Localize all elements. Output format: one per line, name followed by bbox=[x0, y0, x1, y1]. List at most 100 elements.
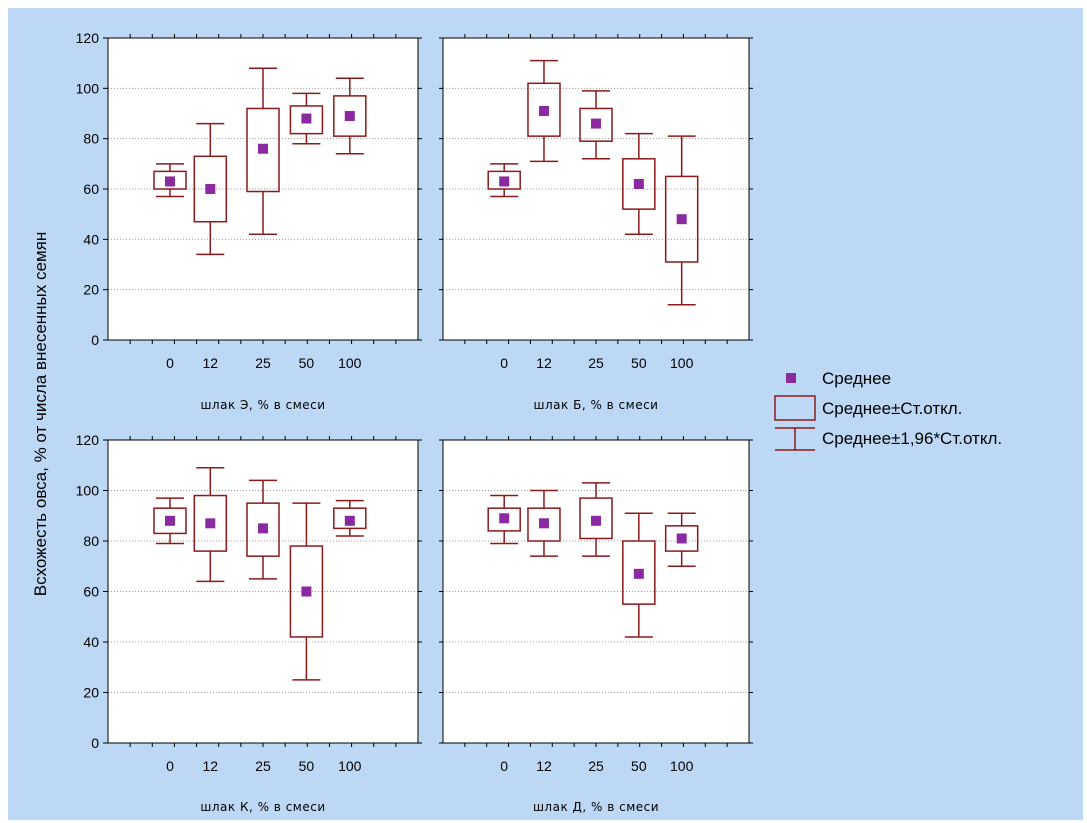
y-tick-label: 80 bbox=[83, 533, 99, 549]
y-tick-label: 60 bbox=[83, 181, 99, 197]
x-tick-label: 50 bbox=[299, 758, 315, 774]
sd-box bbox=[193, 155, 228, 223]
box-50 bbox=[289, 92, 324, 145]
legend-whisker-label: Среднее±1,96*Ст.откл. bbox=[822, 429, 1002, 448]
sd-box bbox=[487, 507, 521, 532]
sd-box bbox=[664, 175, 699, 263]
mean-marker bbox=[591, 515, 601, 526]
y-tick-label: 0 bbox=[91, 735, 99, 751]
x-tick-label: 12 bbox=[203, 355, 219, 371]
legend-mean-icon bbox=[786, 373, 796, 383]
y-tick-label: 40 bbox=[83, 634, 99, 650]
box-0 bbox=[487, 163, 521, 198]
box-25 bbox=[579, 482, 613, 557]
x-tick-label: 50 bbox=[631, 355, 647, 371]
box-100 bbox=[333, 77, 367, 155]
sd-box bbox=[193, 494, 228, 552]
box-100 bbox=[664, 512, 699, 567]
box-100 bbox=[664, 135, 699, 306]
mean-marker bbox=[301, 586, 312, 597]
x-tick-label: 0 bbox=[500, 758, 508, 774]
sd-box bbox=[246, 107, 280, 193]
mean-marker bbox=[633, 568, 644, 579]
y-tick-label: 60 bbox=[83, 584, 99, 600]
x-axis-title: шлак К, % в смеси bbox=[200, 800, 325, 814]
sd-box bbox=[153, 170, 187, 190]
panel-4: 0 12 25 50 100 шлак Д, % в смеси bbox=[439, 436, 753, 814]
mean-marker bbox=[538, 105, 549, 116]
sd-box bbox=[527, 82, 561, 137]
box-25 bbox=[579, 90, 613, 160]
mean-marker bbox=[258, 143, 268, 154]
sd-box bbox=[153, 507, 187, 535]
x-tick-label: 100 bbox=[670, 355, 694, 371]
box-50 bbox=[622, 512, 656, 638]
x-tick-label: 100 bbox=[338, 758, 362, 774]
y-tick-label: 100 bbox=[76, 483, 100, 499]
mean-marker bbox=[499, 513, 510, 524]
legend: Среднее Среднее±Ст.откл. Среднее±1,96*Ст… bbox=[774, 369, 1002, 451]
x-tick-label: 12 bbox=[536, 355, 552, 371]
box-0 bbox=[153, 497, 187, 545]
mean-marker bbox=[205, 518, 216, 529]
panel-2: 0 12 25 50 100 шлак Б, % в смеси bbox=[439, 34, 753, 412]
mean-marker bbox=[676, 214, 687, 225]
x-tick-label: 12 bbox=[203, 758, 219, 774]
y-tick-label: 40 bbox=[83, 231, 99, 247]
mean-marker bbox=[344, 111, 355, 122]
box-50 bbox=[289, 502, 324, 681]
mean-marker bbox=[165, 176, 175, 187]
x-tick-label: 100 bbox=[670, 758, 694, 774]
mean-marker bbox=[591, 118, 601, 129]
legend-box-label: Среднее±Ст.откл. bbox=[822, 399, 962, 418]
sd-box bbox=[664, 525, 699, 552]
box-12 bbox=[193, 467, 228, 583]
mean-marker bbox=[538, 518, 549, 529]
box-0 bbox=[153, 163, 187, 198]
x-tick-label: 25 bbox=[588, 758, 604, 774]
sd-box bbox=[487, 170, 521, 190]
mean-marker bbox=[165, 515, 175, 526]
y-tick-label: 120 bbox=[76, 432, 100, 448]
legend-mean-label: Среднее bbox=[822, 369, 891, 388]
panel-1: 0 20 40 60 80 100 120 0 12 25 50 100 шлак Э, % в сме… bbox=[76, 30, 422, 412]
y-tick-label: 20 bbox=[83, 685, 99, 701]
y-axis-title: Всхожесть овса, % от числа внесенных сем… bbox=[31, 232, 50, 596]
x-tick-label: 0 bbox=[166, 758, 174, 774]
sd-box bbox=[246, 502, 280, 557]
box-100 bbox=[333, 499, 367, 537]
x-tick-label: 0 bbox=[166, 355, 174, 371]
mean-marker bbox=[676, 533, 687, 544]
sd-box bbox=[333, 95, 367, 137]
x-tick-label: 25 bbox=[255, 758, 271, 774]
x-axis-title: шлак Д, % в смеси bbox=[533, 800, 659, 814]
mean-marker bbox=[499, 176, 510, 187]
y-tick-label: 100 bbox=[76, 80, 100, 96]
x-tick-label: 50 bbox=[299, 355, 315, 371]
box-12 bbox=[527, 489, 561, 557]
x-tick-label: 12 bbox=[536, 758, 552, 774]
x-tick-label: 25 bbox=[588, 355, 604, 371]
panel-3: 0 20 40 60 80 100 120 0 12 25 50 100 шлак К, % в сме… bbox=[76, 432, 422, 814]
sd-box bbox=[527, 507, 561, 542]
sd-box bbox=[579, 107, 613, 142]
x-axis-title: шлак Э, % в смеси bbox=[200, 398, 325, 412]
x-tick-label: 0 bbox=[500, 355, 508, 371]
x-axis-title: шлак Б, % в смеси bbox=[534, 398, 659, 412]
y-tick-label: 0 bbox=[91, 332, 99, 348]
sd-box bbox=[289, 545, 324, 638]
mean-marker bbox=[205, 184, 216, 194]
sd-box bbox=[289, 105, 324, 135]
x-tick-label: 100 bbox=[338, 355, 362, 371]
y-tick-label: 80 bbox=[83, 131, 99, 147]
sd-box bbox=[579, 497, 613, 540]
box-0 bbox=[487, 494, 521, 545]
box-12 bbox=[527, 59, 561, 163]
sd-box bbox=[622, 158, 656, 210]
y-tick-label: 120 bbox=[76, 30, 100, 46]
x-tick-label: 25 bbox=[255, 355, 271, 371]
y-tick-label: 20 bbox=[83, 282, 99, 298]
